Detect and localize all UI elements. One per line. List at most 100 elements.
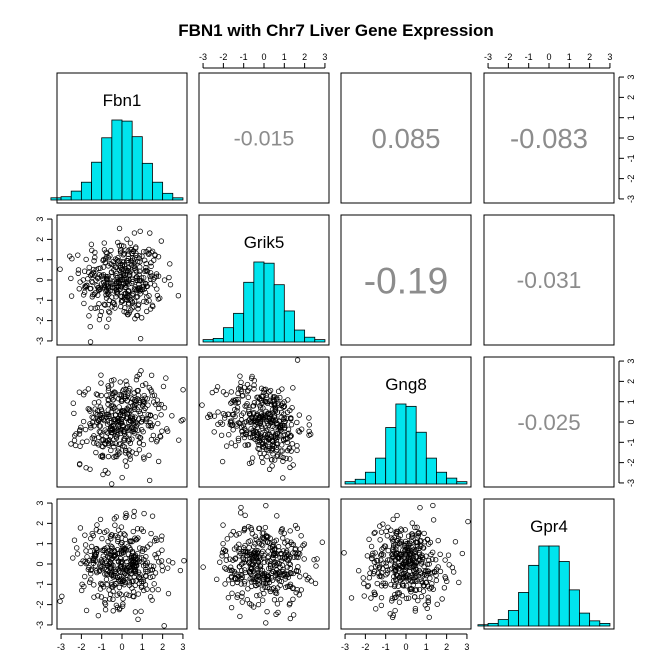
scatter-point [271,597,278,603]
scatter-point [259,570,265,576]
scatter-point [312,580,319,587]
tick-label: 3 [322,52,327,62]
scatter-point [275,575,282,581]
scatter-point [403,541,409,547]
scatter-point [82,532,88,538]
scatter-point [101,247,108,253]
scatter-point [139,546,146,552]
scatter-point [265,577,271,583]
scatter-point [148,530,154,537]
scatter-point [384,567,391,573]
scatter-point [128,307,134,313]
scatter-point [258,541,265,548]
tick-label: -1 [98,642,106,652]
scatter-point [131,230,138,236]
scatter-point [442,574,448,580]
scatter-point [76,461,83,468]
scatter-point [96,287,102,293]
histogram-bar [548,545,560,627]
scatter-point [420,545,426,551]
scatter-point [423,553,429,559]
scatter-point [103,292,109,298]
scatter-point [95,442,102,448]
scatter-point [238,504,244,511]
scatter-point [465,518,471,525]
scatter-point [135,392,142,399]
scatter-point [120,601,126,607]
scatter-point [97,412,103,419]
histogram-bar [304,336,316,343]
scatter-point [259,567,266,574]
scatter-point [251,543,257,550]
scatter-point [119,266,126,272]
scatter-point [130,567,137,574]
scatter-point [232,399,238,406]
histogram-bar [172,197,184,201]
scatter-point [217,559,223,565]
scatter-point [121,308,127,315]
scatter-point [112,305,118,311]
scatter-point [392,607,398,614]
scatter-point [412,524,418,531]
scatter-point [83,548,89,554]
scatter-point [115,448,121,454]
scatter-point [87,323,93,330]
scatter-point [270,438,276,444]
scatter-point [126,294,133,300]
scatter-point [138,277,144,284]
scatter-point [140,429,146,435]
scatter-point [341,550,347,556]
scatter-point [394,538,400,544]
scatter-point [408,589,414,595]
scatter-point [274,513,280,519]
scatter-point [414,524,420,531]
scatter-point [133,537,139,543]
histogram-bar [344,481,356,485]
scatter-point [222,565,228,571]
scatter-point [102,607,109,613]
scatter-point [95,265,102,272]
scatter-point [75,252,81,258]
scatter-point [135,433,141,440]
histogram-bar [152,181,164,201]
scatter-point [129,424,136,431]
scatter-point [87,421,93,427]
scatter-point [301,541,308,547]
scatter-point [89,247,95,254]
scatter-point [289,405,295,411]
scatter-point [122,536,129,543]
scatter-point [106,440,112,447]
scatter-point [114,604,121,611]
scatter-point [280,475,286,481]
scatter-point [289,541,295,548]
scatter-point [144,559,151,566]
panel-frame [340,498,472,630]
scatter-point [211,413,218,419]
scatter-point [152,274,158,281]
scatter-point [255,400,261,406]
scatter-point [278,529,284,535]
scatter-point [140,454,147,460]
scatter-point [254,592,260,599]
tick-label: 1 [140,642,145,652]
scatter-point [124,591,130,597]
scatter-point [88,285,94,292]
histogram-bar [528,564,540,627]
scatter-point [123,555,129,562]
scatter-point [135,591,142,597]
scatter-point [117,248,124,254]
histogram-bar [405,405,417,485]
scatter-point [110,608,116,614]
scatter-point [152,252,158,259]
scatter-point [124,311,131,318]
scatter-point [281,411,287,417]
scatter-point [140,249,147,255]
scatter-point [111,443,117,450]
tick-label: 3 [464,642,469,652]
scatter-point [111,299,117,306]
scatter-point [425,594,431,600]
scatter-point [143,283,150,289]
scatter-point [133,419,139,426]
scatter-point [158,401,165,408]
scatter-point [142,381,149,387]
